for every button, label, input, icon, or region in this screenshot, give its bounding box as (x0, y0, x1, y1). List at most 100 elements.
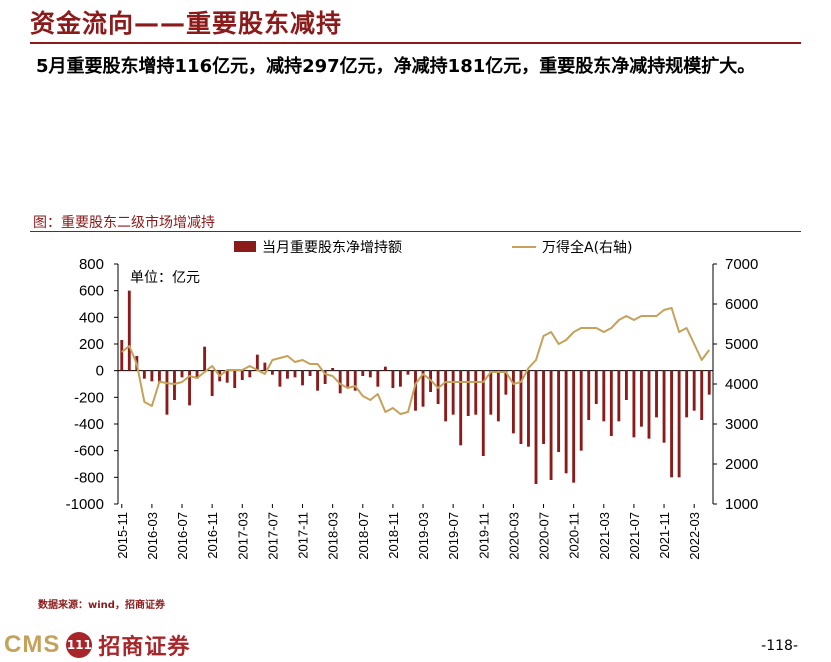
bar (459, 370, 463, 446)
bar (662, 370, 666, 443)
y-right-tick-label: 1000 (725, 496, 758, 513)
legend-line-label: 万得全A(右轴) (542, 239, 633, 256)
bar (263, 362, 267, 371)
bar-series (120, 290, 711, 484)
bar (368, 370, 372, 378)
bar (120, 340, 124, 371)
bar (466, 370, 470, 416)
bar (572, 370, 576, 483)
bar (278, 370, 282, 387)
bar (504, 370, 508, 395)
bar (188, 370, 191, 406)
bar (609, 370, 613, 436)
bar (707, 370, 711, 395)
bar (127, 290, 131, 371)
x-tick-label: 2016-07 (175, 512, 190, 560)
chart-legend: 当月重要股东净增持额 万得全A(右轴) (234, 239, 633, 256)
y-right-tick-label: 3000 (725, 416, 758, 433)
x-tick-label: 2021-07 (627, 512, 642, 560)
x-tick-label: 2018-11 (386, 512, 401, 559)
x-tick-label: 2021-11 (657, 512, 672, 559)
chart-caption: 图：重要股东二级市场增减持 (33, 215, 215, 231)
bar (542, 370, 545, 444)
bar (587, 370, 591, 420)
x-tick-label: 2020-11 (567, 512, 582, 559)
bar (534, 370, 538, 484)
bar (248, 370, 252, 378)
y-right-tick-label: 5000 (725, 336, 758, 353)
bar (670, 370, 674, 478)
bar (270, 370, 274, 375)
chart-axes: 8006004002000-200-400-600-800-1000700060… (66, 256, 759, 560)
x-tick-label: 2019-03 (416, 512, 431, 560)
bar (527, 370, 530, 447)
bar (293, 370, 297, 378)
bar (316, 370, 320, 391)
bar (180, 370, 184, 378)
bar (142, 370, 146, 379)
y-right-tick-label: 6000 (725, 296, 758, 313)
x-tick-label: 2016-11 (205, 512, 220, 559)
bar (399, 370, 402, 387)
y-left-tick-label: 800 (79, 256, 104, 273)
bar (451, 370, 455, 415)
chart-divider (30, 231, 801, 232)
y-left-tick-label: -400 (74, 416, 104, 433)
bar (511, 370, 515, 434)
bar (240, 370, 244, 380)
title-divider (30, 42, 801, 44)
bar (579, 370, 583, 451)
bar (308, 370, 312, 376)
bar (286, 370, 289, 379)
legend-bar-swatch (234, 241, 256, 252)
x-tick-label: 2017-11 (296, 512, 311, 559)
x-tick-label: 2022-03 (687, 512, 702, 560)
bar (692, 370, 696, 411)
x-tick-label: 2016-03 (145, 512, 160, 560)
bar (323, 370, 327, 384)
bar (331, 368, 335, 371)
bar (157, 370, 161, 383)
bar (301, 370, 304, 386)
x-tick-label: 2020-07 (537, 512, 552, 560)
bar (361, 370, 365, 376)
y-left-tick-label: 200 (79, 336, 104, 353)
bar (481, 370, 485, 456)
bar (414, 370, 417, 411)
bar (346, 370, 350, 387)
bar (376, 370, 380, 387)
y-left-tick-label: 400 (79, 309, 104, 326)
bar (655, 370, 658, 418)
y-right-tick-label: 7000 (725, 256, 758, 273)
x-tick-label: 2017-03 (235, 512, 250, 560)
x-tick-label: 2021-03 (597, 512, 612, 560)
cms-logo-icon: 111 (66, 632, 93, 658)
bar (210, 370, 214, 396)
bar (677, 370, 681, 478)
bar (632, 370, 636, 438)
brand-cn: 招商证券 (98, 635, 191, 660)
bar (474, 370, 478, 415)
x-tick-label: 2015-11 (115, 512, 130, 559)
bar (617, 370, 621, 422)
bar (338, 370, 342, 394)
bar (225, 370, 229, 383)
bar (173, 370, 176, 400)
x-tick-label: 2018-03 (326, 512, 341, 560)
bar (602, 370, 606, 422)
x-tick-label: 2018-07 (356, 512, 371, 560)
x-tick-label: 2019-07 (446, 512, 461, 560)
y-right-tick-label: 2000 (725, 456, 758, 473)
page-number: -118- (761, 638, 798, 654)
bar (557, 370, 561, 452)
legend-bar-label: 当月重要股东净增持额 (262, 240, 402, 256)
bar (640, 370, 643, 427)
bar (255, 354, 259, 371)
unit-label: 单位：亿元 (130, 270, 200, 286)
y-right-tick-label: 4000 (725, 376, 758, 393)
bar (150, 370, 154, 382)
y-left-tick-label: -600 (74, 443, 104, 460)
bar (594, 370, 598, 404)
bar (406, 370, 410, 375)
